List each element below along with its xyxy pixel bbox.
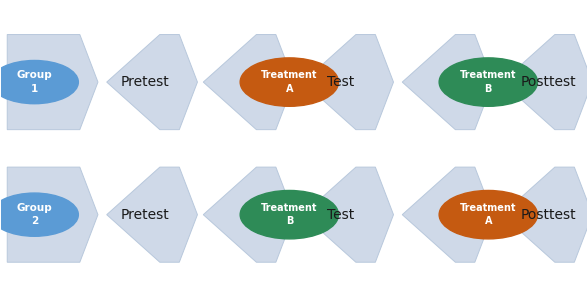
Polygon shape bbox=[7, 35, 98, 130]
Text: Group
2: Group 2 bbox=[16, 203, 52, 226]
Text: Treatment
A: Treatment A bbox=[261, 70, 318, 94]
Text: Test: Test bbox=[327, 208, 355, 222]
Polygon shape bbox=[107, 167, 198, 262]
Polygon shape bbox=[402, 167, 493, 262]
Text: Group
1: Group 1 bbox=[16, 70, 52, 94]
Polygon shape bbox=[7, 167, 98, 262]
Polygon shape bbox=[203, 167, 294, 262]
Text: Pretest: Pretest bbox=[121, 208, 169, 222]
Circle shape bbox=[0, 193, 78, 236]
Text: Test: Test bbox=[327, 75, 355, 89]
Polygon shape bbox=[402, 35, 493, 130]
Text: Posttest: Posttest bbox=[521, 208, 576, 222]
Circle shape bbox=[0, 61, 78, 104]
Circle shape bbox=[439, 58, 537, 106]
Text: Treatment
B: Treatment B bbox=[460, 70, 516, 94]
Text: Treatment
B: Treatment B bbox=[261, 203, 318, 226]
Polygon shape bbox=[203, 35, 294, 130]
Circle shape bbox=[240, 191, 339, 239]
Text: Treatment
A: Treatment A bbox=[460, 203, 516, 226]
Text: Posttest: Posttest bbox=[521, 75, 576, 89]
Polygon shape bbox=[107, 35, 198, 130]
Text: Pretest: Pretest bbox=[121, 75, 169, 89]
Circle shape bbox=[439, 191, 537, 239]
Polygon shape bbox=[303, 35, 393, 130]
Polygon shape bbox=[303, 167, 393, 262]
Polygon shape bbox=[502, 167, 588, 262]
Circle shape bbox=[240, 58, 339, 106]
Polygon shape bbox=[502, 35, 588, 130]
